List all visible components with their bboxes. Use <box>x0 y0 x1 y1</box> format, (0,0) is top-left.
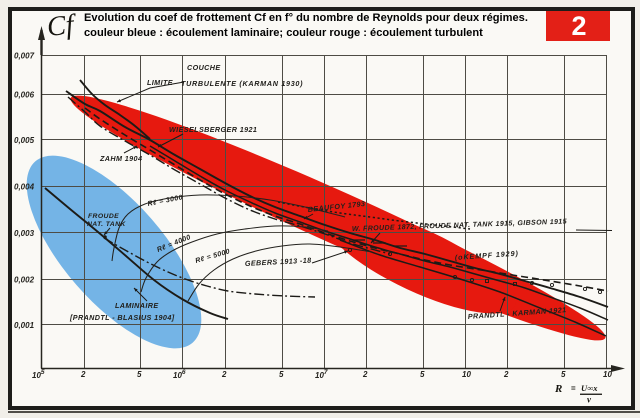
svg-text:0,006: 0,006 <box>14 91 35 100</box>
svg-text:COUCHE: COUCHE <box>187 63 221 72</box>
svg-text:GEBERS 1913 -18: GEBERS 1913 -18 <box>245 256 312 268</box>
svg-text:NAT. TANK: NAT. TANK <box>87 221 126 228</box>
svg-text:2: 2 <box>362 370 368 379</box>
svg-text:0,005: 0,005 <box>14 136 35 145</box>
svg-text:ZAHM 1904: ZAHM 1904 <box>99 154 142 163</box>
svg-text:ν: ν <box>587 395 592 405</box>
svg-text:2: 2 <box>503 370 509 379</box>
svg-text:106: 106 <box>173 369 186 380</box>
svg-text:(oKEMPF 1929): (oKEMPF 1929) <box>455 249 520 262</box>
svg-text:0,001: 0,001 <box>14 321 35 330</box>
svg-text:5: 5 <box>279 370 284 379</box>
svg-text:10: 10 <box>603 370 612 379</box>
svg-text:5: 5 <box>137 370 142 379</box>
svg-text:2: 2 <box>221 370 227 379</box>
svg-text:FROUDE: FROUDE <box>88 213 119 220</box>
svg-text:R: R <box>554 383 562 395</box>
svg-text:U∞x: U∞x <box>581 383 598 393</box>
svg-text:0,003: 0,003 <box>14 229 35 238</box>
svg-text:LAMINAIRE: LAMINAIRE <box>115 301 159 310</box>
svg-text:5: 5 <box>420 370 425 379</box>
svg-text:2: 2 <box>80 370 86 379</box>
svg-text:5: 5 <box>561 370 566 379</box>
svg-text:couleur bleue : écoulement lam: couleur bleue : écoulement laminaire; co… <box>84 27 483 39</box>
svg-text:107: 107 <box>315 369 328 380</box>
svg-text:0,002: 0,002 <box>14 276 35 285</box>
svg-text:=: = <box>571 384 576 393</box>
svg-text:0,004: 0,004 <box>14 183 35 192</box>
svg-text:WIESELSBERGER 1921: WIESELSBERGER 1921 <box>169 125 257 134</box>
svg-text:105: 105 <box>32 369 45 380</box>
svg-text:LIMITE: LIMITE <box>147 78 173 87</box>
svg-text:0,007: 0,007 <box>14 52 35 61</box>
svg-text:2: 2 <box>571 11 586 41</box>
svg-text:Evolution du coef de frottemen: Evolution du coef de frottement Cf en f°… <box>84 12 528 24</box>
svg-text:TURBULENTE (KARMAN 1930): TURBULENTE (KARMAN 1930) <box>181 79 303 88</box>
svg-text:[PRANDTL - BLASIUS 1904]: [PRANDTL - BLASIUS 1904] <box>69 313 175 322</box>
svg-text:10: 10 <box>462 370 471 379</box>
